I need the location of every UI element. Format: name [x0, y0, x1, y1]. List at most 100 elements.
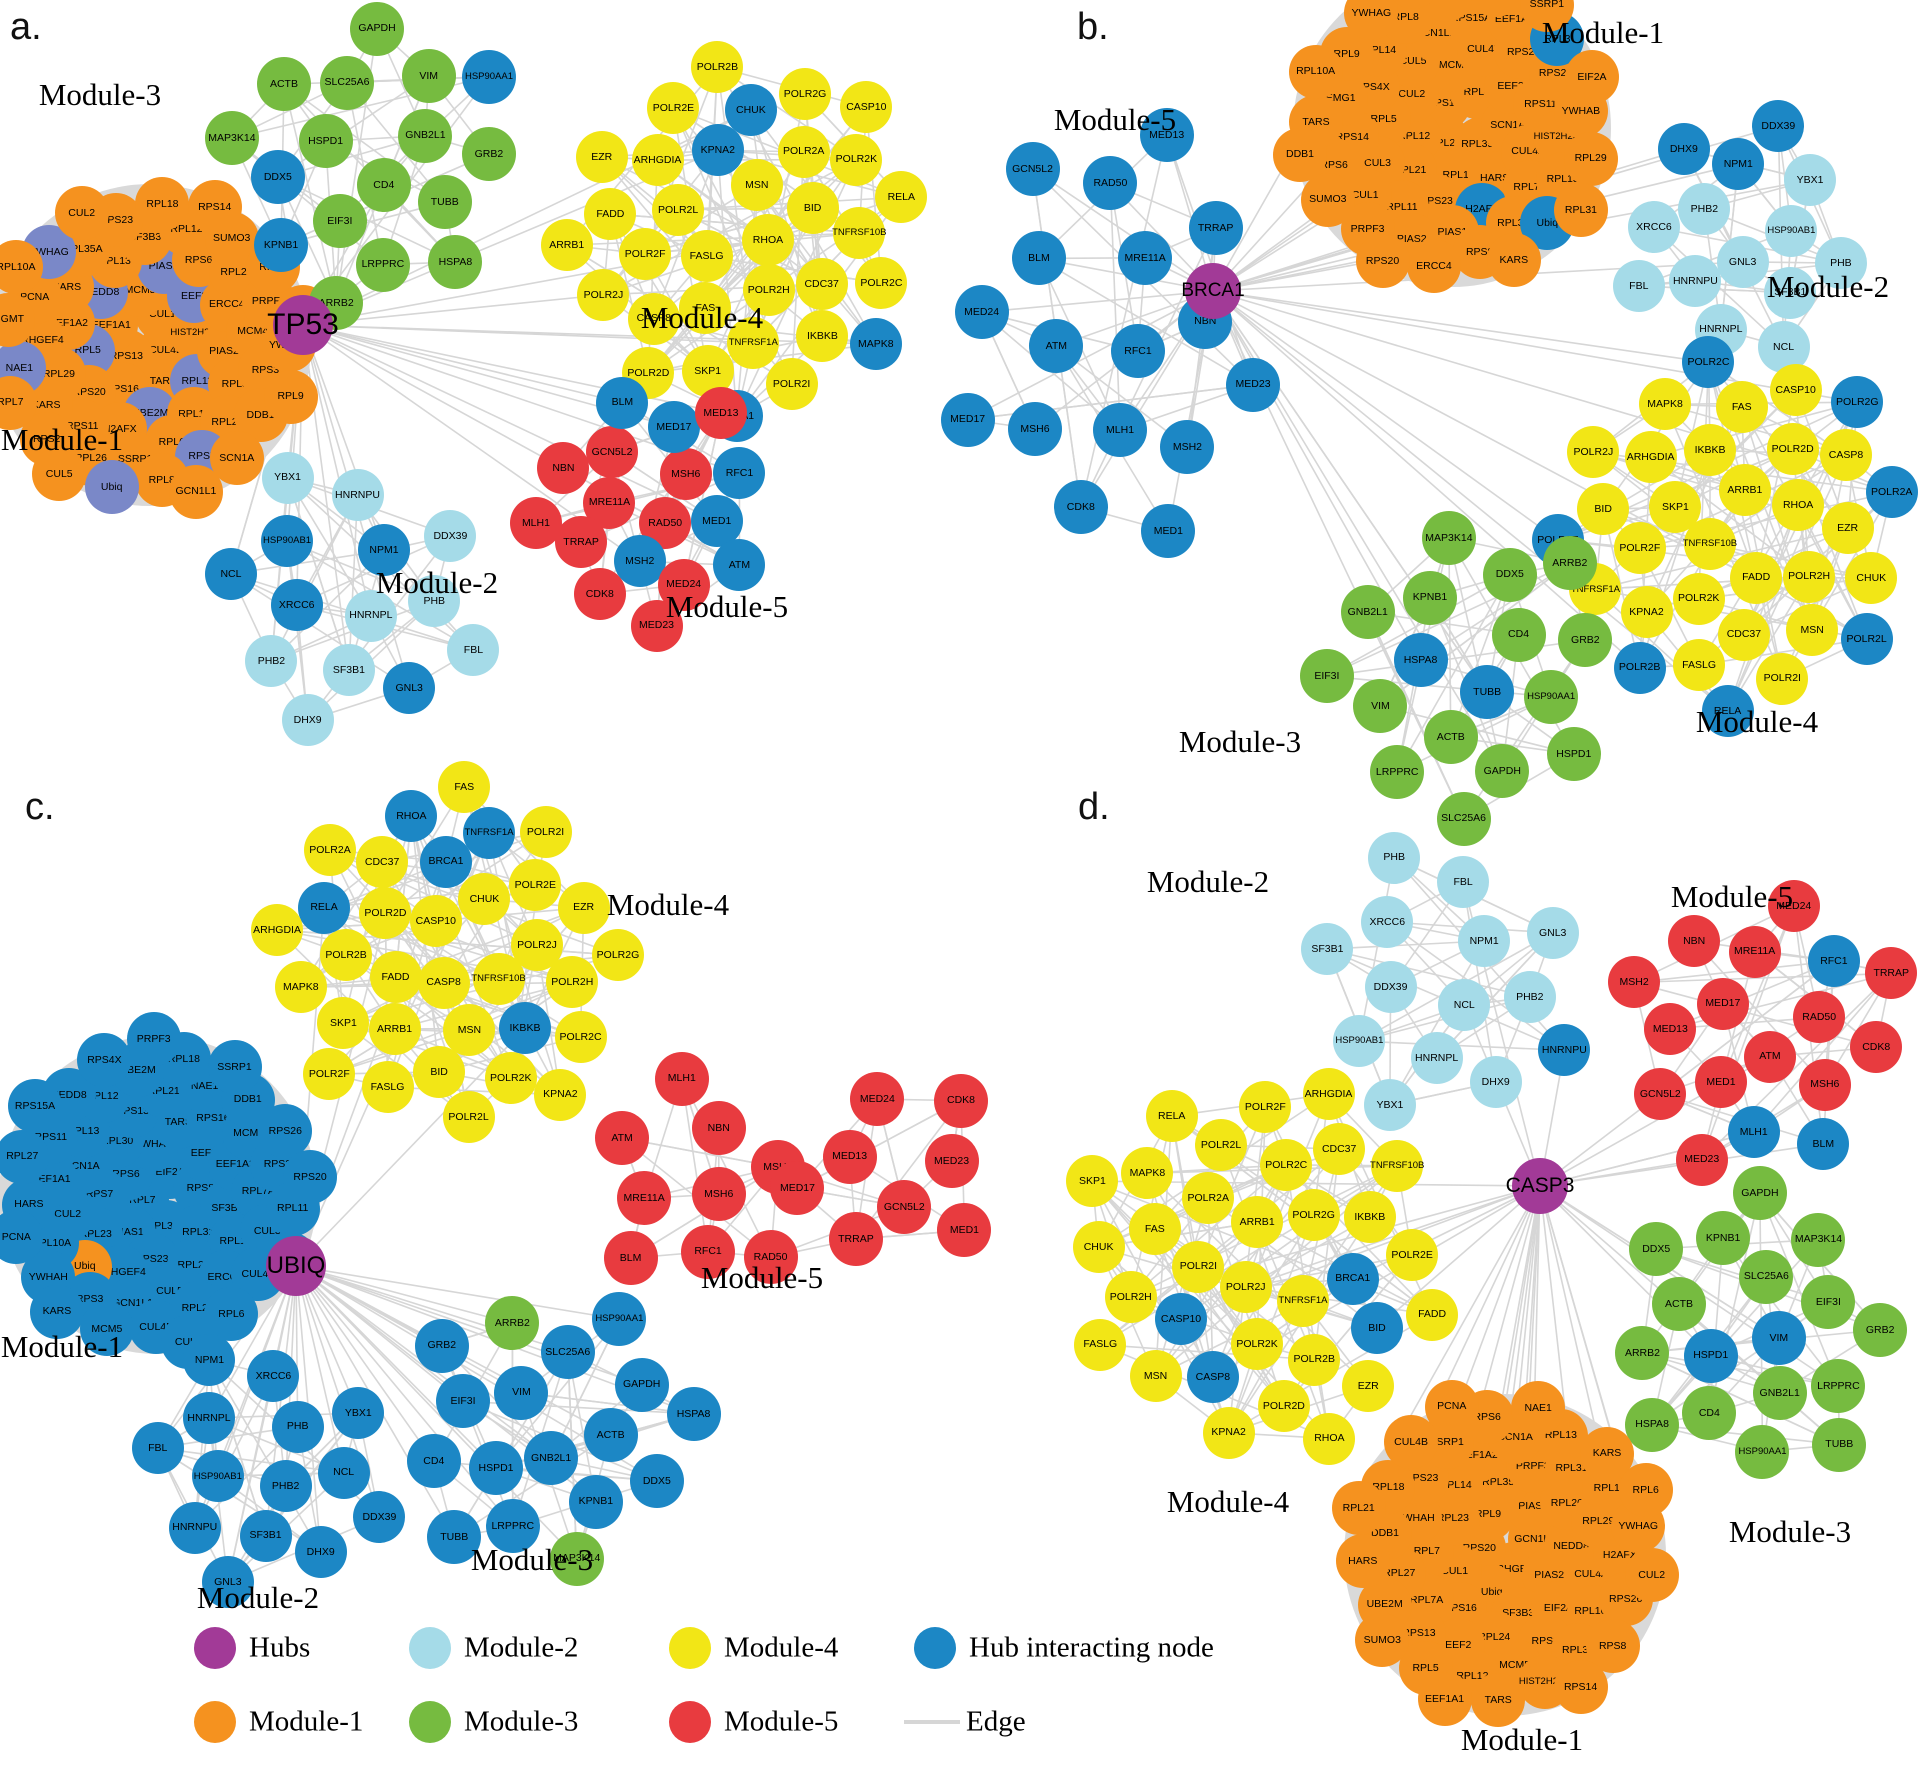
- node-b-CDC37: CDC37: [1717, 608, 1770, 661]
- node-d-NBN: NBN: [1668, 915, 1721, 968]
- node-d-POLR2A: POLR2A: [1182, 1172, 1235, 1225]
- node-c-NCL: NCL: [317, 1446, 370, 1499]
- node-a-CD4: CD4: [356, 158, 411, 213]
- node-b-RFC1: RFC1: [1110, 324, 1165, 379]
- node-c-GNL3: GNL3: [201, 1555, 254, 1608]
- node-b-SF3B1: SF3B1: [1764, 266, 1817, 319]
- node-b-KPNA2: KPNA2: [1620, 585, 1673, 638]
- node-d-POLR2E: POLR2E: [1386, 1229, 1439, 1282]
- node-c-SF3B1: SF3B1: [239, 1509, 292, 1562]
- node-c-FADD: FADD: [369, 951, 422, 1004]
- node-b-GCN5L2: GCN5L2: [1005, 142, 1060, 197]
- node-c-ARHGDIA: ARHGDIA: [251, 903, 304, 956]
- node-b-MSN: MSN: [1786, 603, 1839, 656]
- node-d-HSPA8: HSPA8: [1625, 1397, 1680, 1452]
- node-c-SLC25A6: SLC25A6: [540, 1324, 595, 1379]
- node-d-DHX9: DHX9: [1469, 1056, 1522, 1109]
- node-c-MAPK8: MAPK8: [274, 961, 327, 1014]
- node-d-BID: BID: [1350, 1301, 1403, 1354]
- node-b-DDX5: DDX5: [1482, 547, 1537, 602]
- node-a-POLR2J: POLR2J: [577, 268, 630, 321]
- node-c-MED17: MED17: [770, 1161, 825, 1216]
- node-d-POLR2J: POLR2J: [1219, 1261, 1272, 1314]
- node-c-DDX39: DDX39: [353, 1491, 406, 1544]
- node-d-SUMO3: SUMO3: [1355, 1613, 1410, 1668]
- node-c-CD4: CD4: [406, 1434, 461, 1489]
- module-label-c-m1: Module-1: [0, 1329, 124, 1364]
- hub-UBIQ: [266, 1236, 326, 1296]
- node-d-FADD: FADD: [1406, 1288, 1459, 1341]
- node-d-HNRNPU: HNRNPU: [1538, 1024, 1591, 1077]
- node-b-CHUK: CHUK: [1845, 551, 1898, 604]
- legend-label-module-3: Module-3: [464, 1705, 579, 1738]
- node-a-IKBKB: IKBKB: [796, 310, 849, 363]
- node-a-EIF3I: EIF3I: [312, 194, 367, 249]
- node-d-MED13: MED13: [1644, 1002, 1697, 1055]
- node-a-PHB2: PHB2: [245, 634, 298, 687]
- node-b-RELA: RELA: [1701, 685, 1754, 738]
- node-a-POLR2K: POLR2K: [830, 133, 883, 186]
- legend-label-module-2: Module-2: [464, 1631, 579, 1664]
- node-a-NPM1: NPM1: [358, 524, 411, 577]
- node-c-NBN: NBN: [691, 1100, 746, 1155]
- node-b-ARHGDIA: ARHGDIA: [1624, 431, 1677, 483]
- node-d-MRE11A: MRE11A: [1728, 925, 1781, 978]
- node-b-DDX39: DDX39: [1752, 100, 1805, 153]
- node-c-SKP1: SKP1: [317, 997, 370, 1050]
- node-b-RAD50: RAD50: [1083, 156, 1138, 211]
- node-d-EIF3I: EIF3I: [1801, 1274, 1856, 1329]
- node-c-MED13: MED13: [822, 1129, 877, 1184]
- module-label-d-m3: Module-3: [1728, 1514, 1852, 1549]
- node-c-SSRP1: SSRP1: [207, 1039, 262, 1094]
- node-c-IKBKB: IKBKB: [498, 1002, 551, 1055]
- node-a-Ubiq: Ubiq: [84, 459, 139, 514]
- node-a-SF3B1: SF3B1: [322, 643, 375, 696]
- node-c-CASP10: CASP10: [409, 894, 462, 947]
- node-c-MED1: MED1: [937, 1203, 992, 1258]
- module-label-b-m5: Module-5: [1053, 102, 1177, 137]
- node-c-FBL: FBL: [131, 1421, 184, 1474]
- node-c-KPNA2: KPNA2: [534, 1068, 587, 1121]
- node-a-TNFRSF10B: TNFRSF10B: [832, 207, 886, 260]
- node-b-UBE2M: UBE2M: [1419, 0, 1474, 23]
- node-c-LRPPRC: LRPPRC: [485, 1499, 540, 1554]
- node-b-FBL: FBL: [1612, 259, 1665, 312]
- node-d-BRCA1: BRCA1: [1326, 1252, 1379, 1305]
- node-d-CASP8: CASP8: [1186, 1351, 1239, 1404]
- node-b-SUMO3: SUMO3: [1300, 172, 1355, 227]
- panel-letter-d: d.: [1078, 786, 1110, 828]
- node-b-GNB2L1: GNB2L1: [1340, 585, 1395, 640]
- node-d-RFC1: RFC1: [1807, 935, 1860, 988]
- node-b-PHB: PHB: [1814, 237, 1867, 290]
- node-b-LRPPRC: LRPPRC: [1370, 745, 1425, 800]
- node-c-DDX5: DDX5: [629, 1453, 684, 1508]
- node-a-PHB: PHB: [408, 574, 461, 627]
- node-a-KPNA2: KPNA2: [691, 124, 744, 177]
- legend-swatch-module-3: [409, 1701, 451, 1743]
- node-b-CASP8: CASP8: [1820, 429, 1872, 482]
- node-b-RPL26: RPL26: [1385, 0, 1440, 9]
- node-d-POLR2F: POLR2F: [1239, 1081, 1292, 1134]
- node-d-FAS: FAS: [1128, 1202, 1181, 1255]
- node-d-DDX39: DDX39: [1364, 961, 1417, 1014]
- node-d-YBX1: YBX1: [1363, 1078, 1416, 1131]
- node-d-TUBB: TUBB: [1812, 1417, 1867, 1472]
- node-b-EZR: EZR: [1821, 502, 1874, 555]
- node-d-NAE1: NAE1: [1511, 1380, 1566, 1435]
- node-b-VIM: VIM: [1353, 678, 1408, 733]
- node-b-FASLG: FASLG: [1673, 638, 1726, 691]
- node-a-MED13: MED13: [694, 387, 747, 440]
- node-b-POLR2I: POLR2I: [1756, 652, 1809, 705]
- node-d-IKBKB: IKBKB: [1343, 1191, 1396, 1244]
- node-d-NCL: NCL: [1438, 979, 1491, 1032]
- node-a-NCL: NCL: [204, 547, 257, 600]
- node-c-HSPA8: HSPA8: [666, 1386, 721, 1441]
- node-b-EIF2A: EIF2A: [1564, 50, 1619, 105]
- node-a-CASP8: CASP8: [627, 292, 680, 345]
- node-b-YBX1: YBX1: [1784, 154, 1837, 207]
- node-b-PHB2: PHB2: [1678, 182, 1731, 235]
- node-b-NCL: NCL: [1757, 320, 1810, 373]
- legend-swatch-module-5: [669, 1701, 711, 1743]
- node-a-DDX39: DDX39: [424, 509, 477, 562]
- node-a-HSP90AB1: HSP90AB1: [261, 515, 314, 568]
